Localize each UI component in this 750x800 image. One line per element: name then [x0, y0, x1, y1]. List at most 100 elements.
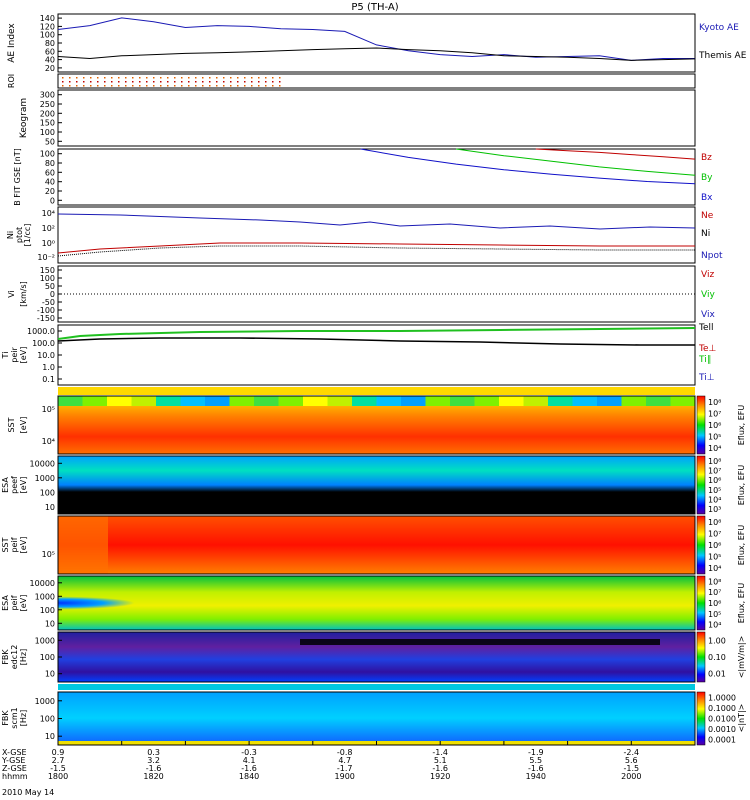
sst-e-column	[376, 396, 402, 406]
fbk-e-ylabel-sub: edc12	[10, 645, 19, 670]
velocity-legend-viz: Viz	[701, 270, 714, 280]
roi-dot	[62, 77, 64, 79]
keogram-tick-4: 250	[40, 100, 55, 109]
sst-e-column	[474, 396, 500, 406]
sst-e-ylabel-unit: [eV]	[19, 417, 28, 434]
roi-dot	[160, 81, 162, 83]
esa-e-ylabel-sub: peef	[10, 476, 19, 494]
colorbar-tick: 10⁶	[708, 476, 721, 485]
esa-e-black-band	[58, 493, 695, 514]
colorbar-label-esa-e: Eflux, EFU	[737, 465, 746, 506]
roi-dot	[90, 77, 92, 79]
x-row-label: hhmm	[2, 772, 28, 781]
esa-e-ylabel: ESA	[1, 477, 10, 493]
keogram-tick-1: 100	[40, 128, 55, 137]
roi-dot	[125, 85, 127, 87]
sst-e-column	[670, 396, 696, 406]
sst-e-column	[572, 396, 598, 406]
roi-dot	[265, 85, 267, 87]
fbk-e-yticks: 10 100 1000	[35, 636, 62, 679]
roi-dot	[153, 85, 155, 87]
roi-dot	[279, 85, 281, 87]
x-row-label: X-GSE	[2, 748, 27, 757]
x-row-value: -1.5	[50, 764, 66, 773]
sst-e-column	[278, 396, 304, 406]
roi-dot	[62, 85, 64, 87]
bfit-legend-by: By	[701, 173, 713, 183]
roi-dot	[118, 85, 120, 87]
roi-dot	[97, 85, 99, 87]
esa-e-tick-2: 1000	[35, 474, 55, 483]
esa-i-blue-spot	[58, 576, 695, 630]
sst-i-spectrogram	[58, 516, 695, 574]
esa-e-frame	[57, 455, 696, 515]
roi-dot	[272, 77, 274, 79]
sst-e-column	[646, 396, 671, 406]
density-legend-npot: Npot	[701, 251, 723, 261]
sst-e-column	[82, 396, 108, 406]
colorbar-tick: 10⁴	[708, 444, 721, 453]
fbk-b-spectrogram	[58, 692, 695, 744]
roi-dot	[174, 81, 176, 83]
colorbar-tick: 10⁵	[708, 433, 721, 442]
roi-dot	[230, 85, 232, 87]
bfit-ylabel: B FIT GSE [nT]	[13, 148, 22, 206]
roi-dot	[125, 81, 127, 83]
colorbar-tick: 10⁷	[708, 409, 721, 418]
temperature-ylabel-unit: [eV]	[19, 347, 28, 364]
roi-dot	[76, 77, 78, 79]
x-row-value: 5.1	[434, 756, 447, 765]
x-row-value: -0.8	[337, 748, 353, 757]
ae-tick-1: 40	[45, 56, 55, 65]
x-row-value: -1.5	[623, 764, 639, 773]
sst-e-column	[499, 396, 524, 406]
esa-e-tick-1: 100	[40, 488, 55, 497]
density-ytick-3: 10⁰	[42, 239, 55, 248]
x-row-value: -1.6	[528, 764, 544, 773]
colorbars: 10⁸10⁷10⁶10⁵10⁴10⁸10⁷10⁶10⁵10⁴10³10⁸10⁷1…	[696, 395, 746, 746]
ae-tick-3: 80	[45, 39, 55, 48]
x-row-value: 0.9	[52, 748, 65, 757]
roi-dot	[237, 85, 239, 87]
roi-dot	[90, 81, 92, 83]
roi-dot	[272, 85, 274, 87]
fbk-e-black-band	[300, 639, 660, 645]
roi-dot	[146, 81, 148, 83]
x-row-value: 5.6	[625, 756, 638, 765]
roi-dot	[69, 77, 71, 79]
ti-black-line	[57, 337, 695, 346]
density-ylabel-unit: [1/cc]	[23, 224, 32, 247]
roi-dot	[230, 81, 232, 83]
sst-e-column	[352, 396, 377, 406]
keogram-tick-2: 150	[40, 119, 55, 128]
roi-dot	[76, 85, 78, 87]
sst-e-column	[254, 396, 279, 406]
keogram-tick-3: 200	[40, 109, 55, 118]
esa-i-ylabel: ESA	[1, 595, 10, 611]
sst-e-ylabel: SST	[7, 417, 16, 432]
roi-dot	[160, 85, 162, 87]
sst-e-column	[303, 396, 328, 406]
sst-e-column	[548, 396, 573, 406]
roi-dot	[195, 81, 197, 83]
fbk-b-ylabel: FBK	[1, 710, 10, 726]
roi-dot	[146, 85, 148, 87]
roi-dot	[230, 77, 232, 79]
sst-i-ylabel-unit: [eV]	[19, 537, 28, 554]
ae-ylabel: AE Index	[7, 23, 17, 63]
roi-dot	[181, 77, 183, 79]
fbk-e-tick-0: 10	[45, 670, 55, 679]
sst-e-panel: SST [eV] 10⁵ 10⁴	[7, 395, 696, 455]
fbk-b-ylabel-unit: [Hz]	[19, 710, 28, 726]
x-row-value: 4.7	[338, 756, 351, 765]
roi-dot	[132, 85, 134, 87]
velocity-tick-3: 0	[50, 290, 55, 299]
roi-dot	[111, 77, 113, 79]
tell-green-line	[57, 327, 696, 340]
roi-dot	[104, 81, 106, 83]
roi-dot	[167, 81, 169, 83]
colorbar-tick: 0.0100	[708, 715, 736, 724]
fbk-e-tick-2: 1000	[35, 636, 55, 645]
sst-e-column	[156, 396, 181, 406]
